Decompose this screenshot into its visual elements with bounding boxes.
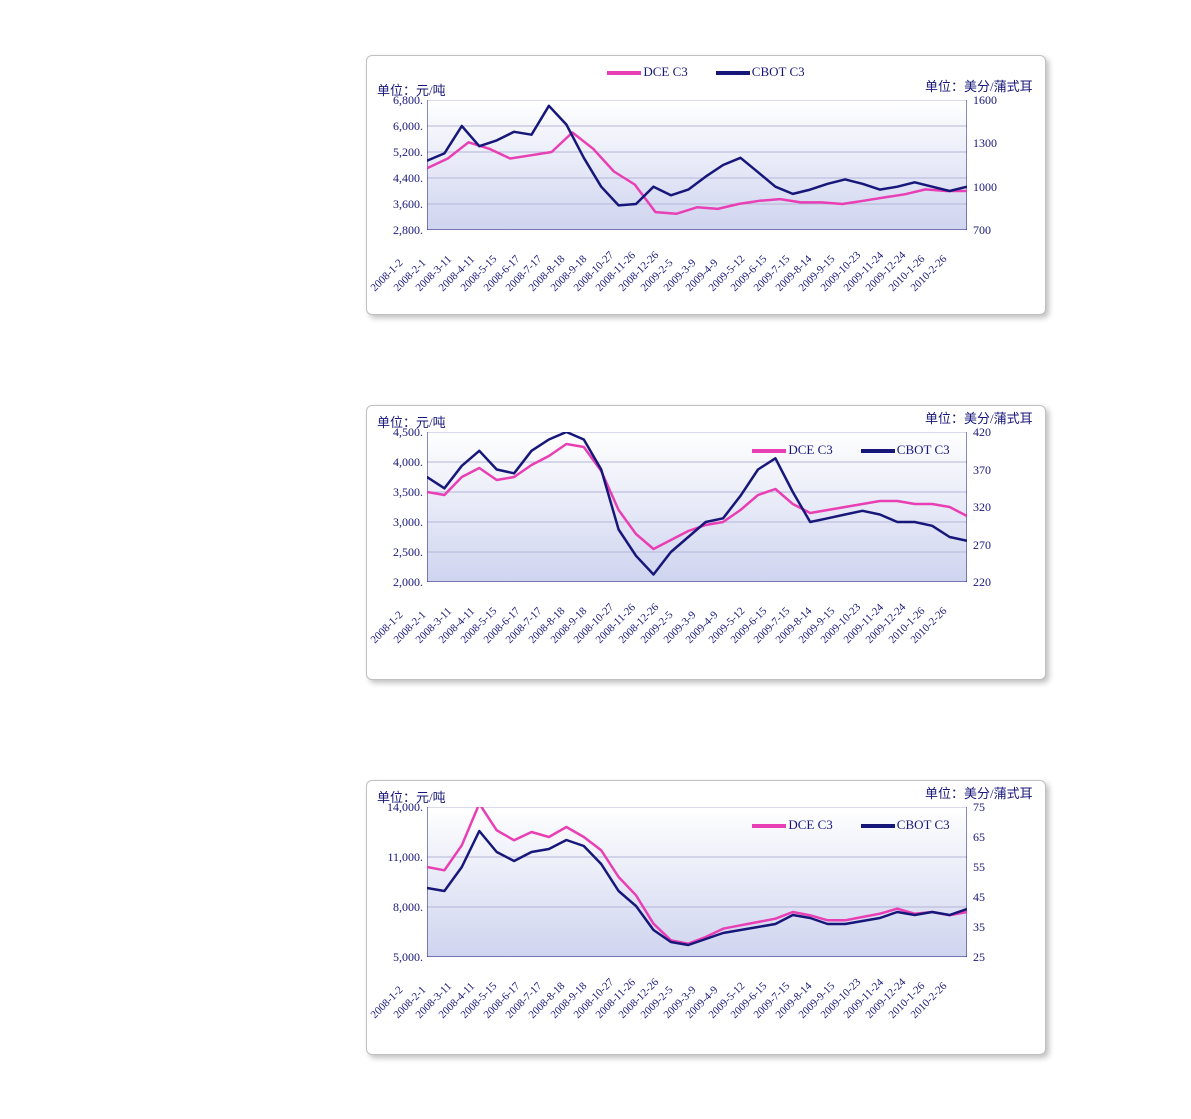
legend-swatch	[861, 824, 895, 828]
legend-swatch	[716, 71, 750, 75]
y-tick-right: 45	[973, 891, 1015, 903]
axis-label-row: 单位：元/吨单位：美分/蒲式耳	[377, 412, 1035, 430]
x-ticks: 2008-1-22008-2-12008-3-112008-4-112008-5…	[377, 230, 1035, 300]
legend-item: CBOT C3	[716, 63, 805, 81]
y-tick-left: 2,500.	[377, 546, 423, 558]
y-tick-left: 3,600.	[377, 198, 423, 210]
legend-item: CBOT C3	[861, 816, 950, 834]
y-tick-right: 420	[973, 426, 1015, 438]
legend-swatch	[607, 71, 641, 75]
axis-label-row: 单位：元/吨单位：美分/蒲式耳	[377, 80, 1035, 98]
legend-label: CBOT C3	[897, 442, 950, 457]
y-tick-left: 4,400.	[377, 172, 423, 184]
y-tick-right: 1300	[973, 137, 1015, 149]
legend: DCE C3 CBOT C3	[377, 62, 1035, 80]
y-tick-left: 3,500.	[377, 486, 423, 498]
legend-swatch	[752, 824, 786, 828]
y-tick-left: 3,000.	[377, 516, 423, 528]
y-tick-left: 8,000.	[377, 901, 423, 913]
y-tick-left: 4,000.	[377, 456, 423, 468]
y-axis-label-right: 单位：美分/蒲式耳	[925, 412, 1035, 426]
y-tick-left: 6,800.	[377, 94, 423, 106]
x-ticks: 2008-1-22008-2-12008-3-112008-4-112008-5…	[377, 582, 1035, 652]
y-tick-right: 270	[973, 539, 1015, 551]
chart-panel: 单位：元/吨单位：美分/蒲式耳DCE C3CBOT C32,000.2,500.…	[366, 405, 1046, 680]
chart-panel: 单位：元/吨单位：美分/蒲式耳DCE C3CBOT C35,000.8,000.…	[366, 780, 1046, 1055]
legend-item: CBOT C3	[861, 441, 950, 459]
y-tick-right: 35	[973, 921, 1015, 933]
legend-label: DCE C3	[788, 442, 832, 457]
y-tick-right: 320	[973, 501, 1015, 513]
legend-swatch	[752, 449, 786, 453]
y-tick-left: 14,000.	[377, 801, 423, 813]
legend-item: DCE C3	[607, 63, 687, 81]
y-tick-right: 55	[973, 861, 1015, 873]
y-tick-left: 5,200.	[377, 146, 423, 158]
legend-label: DCE C3	[643, 64, 687, 79]
legend-item: DCE C3	[752, 816, 832, 834]
y-tick-right: 370	[973, 464, 1015, 476]
x-ticks: 2008-1-22008-2-12008-3-112008-4-112008-5…	[377, 957, 1035, 1027]
plot-area: 2,800.3,600.4,400.5,200.6,000.6,800.7001…	[377, 100, 1035, 230]
y-tick-right: 1600	[973, 94, 1015, 106]
legend-label: CBOT C3	[752, 64, 805, 79]
y-tick-left: 4,500.	[377, 426, 423, 438]
y-tick-right: 1000	[973, 181, 1015, 193]
y-axis-label-right: 单位：美分/蒲式耳	[925, 80, 1035, 94]
plot-area: DCE C3CBOT C35,000.8,000.11,000.14,000.2…	[377, 807, 1035, 957]
y-axis-label-right: 单位：美分/蒲式耳	[925, 787, 1035, 801]
plot-svg	[427, 100, 967, 230]
legend-label: CBOT C3	[897, 817, 950, 832]
legend-item: DCE C3	[752, 441, 832, 459]
legend-label: DCE C3	[788, 817, 832, 832]
plot-area: DCE C3CBOT C32,000.2,500.3,000.3,500.4,0…	[377, 432, 1035, 582]
chart-panel: DCE C3CBOT C3单位：元/吨单位：美分/蒲式耳2,800.3,600.…	[366, 55, 1046, 315]
axis-label-row: 单位：元/吨单位：美分/蒲式耳	[377, 787, 1035, 805]
y-tick-left: 11,000.	[377, 851, 423, 863]
y-tick-right: 75	[973, 801, 1015, 813]
legend: DCE C3 CBOT C3	[706, 815, 996, 833]
legend: DCE C3 CBOT C3	[706, 440, 996, 458]
y-tick-left: 6,000.	[377, 120, 423, 132]
legend-swatch	[861, 449, 895, 453]
